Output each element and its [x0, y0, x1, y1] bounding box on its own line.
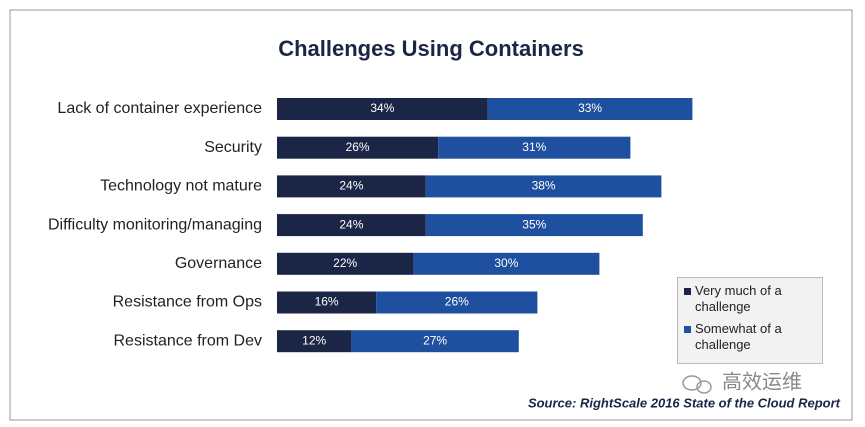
- bar-segment: [425, 175, 662, 198]
- value-label: 31%: [522, 140, 546, 154]
- category-label: Lack of container experience: [57, 100, 262, 117]
- legend-label: Somewhat of a challenge: [695, 321, 782, 352]
- bar-segment: [277, 291, 377, 314]
- value-label: 16%: [315, 295, 339, 309]
- value-label: 26%: [346, 140, 370, 154]
- chart-title: Challenges Using Containers: [278, 36, 584, 61]
- category-label: Resistance from Ops: [113, 294, 262, 311]
- value-label: 30%: [494, 256, 518, 270]
- bar-segment: [413, 252, 600, 275]
- value-label: 24%: [339, 217, 363, 231]
- bar-segment: [277, 252, 414, 275]
- value-label: 22%: [333, 256, 357, 270]
- source: Source: RightScale 2016 State of the Clo…: [528, 395, 841, 410]
- category-label: Difficulty monitoring/managing: [48, 216, 262, 233]
- legend-swatch: [684, 288, 691, 295]
- bar-segment: [277, 330, 352, 353]
- bar-segment: [376, 291, 538, 314]
- watermark: 高效运维: [722, 370, 802, 393]
- watermark-icon: [682, 375, 712, 394]
- value-label: 35%: [522, 217, 546, 231]
- legend: Very much of a challenge Somewhat of a ch…: [677, 277, 823, 364]
- value-label: 26%: [445, 295, 469, 309]
- category-label: Technology not mature: [100, 178, 262, 195]
- bar-segment: [438, 136, 631, 159]
- legend-swatch: [684, 326, 691, 333]
- bar-segment: [425, 214, 643, 237]
- value-label: 24%: [339, 179, 363, 193]
- value-label: 12%: [302, 333, 326, 347]
- category-label: Resistance from Dev: [114, 332, 263, 349]
- value-label: 27%: [423, 333, 447, 347]
- bar-segment: [277, 98, 488, 120]
- category-label: Security: [204, 139, 262, 156]
- bar-segment: [351, 330, 519, 353]
- legend-label: Very much of a challenge: [695, 283, 782, 314]
- legend-item: Very much of a challenge: [684, 283, 816, 315]
- value-label: 34%: [370, 101, 394, 115]
- category-label: Governance: [175, 255, 262, 272]
- value-label: 33%: [578, 101, 602, 115]
- value-label: 38%: [532, 179, 556, 193]
- frame: [9, 9, 853, 421]
- bar-segment: [277, 136, 439, 159]
- bar-segment: [277, 214, 426, 237]
- legend-item: Somewhat of a challenge: [684, 321, 816, 353]
- bar-segment: [277, 175, 426, 198]
- bar-segment: [487, 98, 693, 120]
